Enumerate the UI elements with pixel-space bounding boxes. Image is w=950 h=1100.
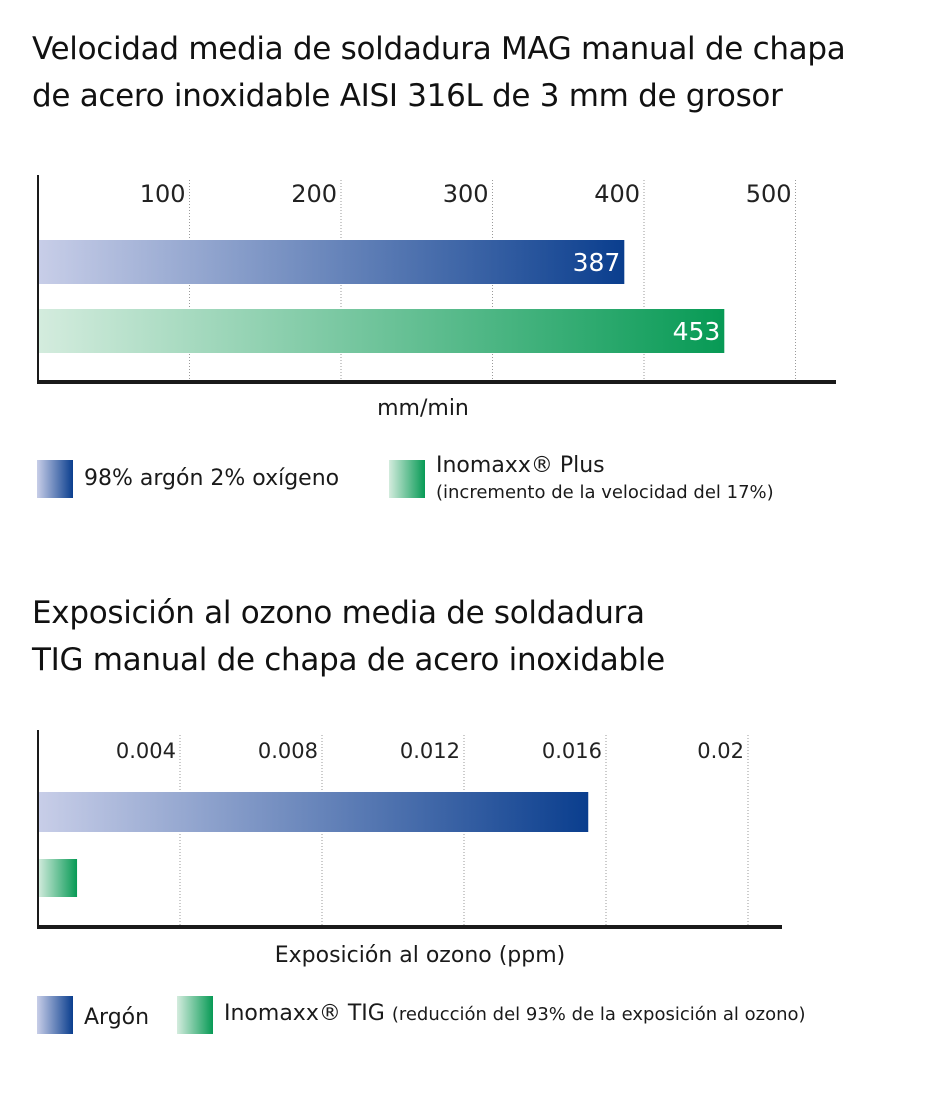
- chart-1-title-line-1: Velocidad media de soldadura MAG manual …: [32, 31, 846, 67]
- chart-1-speed: 100 200 300 400 500 387 453 mm/min: [37, 175, 836, 421]
- x-tick-label: 0.016: [542, 739, 602, 763]
- legend-label: Inomaxx® Plus: [436, 453, 605, 478]
- chart-2-title: Exposición al ozono media de soldadura T…: [32, 590, 665, 684]
- legend-label-group: Inomaxx® Plus (incremento de la velocida…: [436, 452, 774, 507]
- x-axis-label: mm/min: [377, 396, 469, 421]
- chart-2-title-line-1: Exposición al ozono media de soldadura: [32, 595, 645, 631]
- x-tick-label: 0.012: [400, 739, 460, 763]
- legend-swatch-blue: [37, 460, 73, 498]
- chart-2-legend-item-inomaxx-tig: Inomaxx® TIG (reducción del 93% de la ex…: [177, 996, 806, 1034]
- chart-2-title-line-2: TIG manual de chapa de acero inoxidable: [32, 642, 665, 678]
- chart-1-title: Velocidad media de soldadura MAG manual …: [32, 26, 846, 120]
- bar-blue: [38, 240, 625, 284]
- bar-value-label: 387: [573, 248, 621, 277]
- legend-label: 98% argón 2% oxígeno: [84, 466, 340, 491]
- chart-1-title-line-2: de acero inoxidable AISI 316L de 3 mm de…: [32, 78, 783, 114]
- x-tick-label: 400: [594, 180, 640, 208]
- legend-label: Inomaxx® TIG: [224, 1001, 385, 1026]
- legend-swatch-green: [389, 460, 425, 498]
- legend-swatch-blue: [37, 996, 73, 1034]
- x-axis-label: Exposición al ozono (ppm): [275, 943, 566, 968]
- bar-green: [38, 309, 725, 353]
- x-tick-label: 0.02: [697, 739, 744, 763]
- legend-label-group: Inomaxx® TIG (reducción del 93% de la ex…: [224, 996, 806, 1028]
- chart-1-legend-item-argon-oxygen: 98% argón 2% oxígeno: [37, 460, 339, 498]
- legend-swatch-green: [177, 996, 213, 1034]
- bar-value-label: 453: [673, 317, 721, 346]
- bar-blue: [38, 792, 589, 832]
- chart-1-legend-item-inomaxx-plus: Inomaxx® Plus (incremento de la velocida…: [389, 453, 774, 507]
- x-tick-label: 300: [443, 180, 489, 208]
- bar-green: [38, 859, 78, 897]
- x-tick-label: 100: [140, 180, 186, 208]
- legend-note: (reducción del 93% de la exposición al o…: [391, 1004, 806, 1025]
- chart-2-legend-item-argon: Argón: [37, 996, 149, 1034]
- chart-2-ozone: 0.004 0.008 0.012 0.016 0.02 Exposición al oz…: [37, 730, 782, 968]
- legend-label: Argón: [84, 1005, 150, 1030]
- x-tick-label: 0.008: [258, 739, 318, 763]
- x-tick-label: 0.004: [116, 739, 176, 763]
- x-tick-label: 200: [291, 180, 337, 208]
- legend-note: (incremento de la velocidad del 17%): [436, 482, 774, 503]
- x-tick-label: 500: [746, 180, 792, 208]
